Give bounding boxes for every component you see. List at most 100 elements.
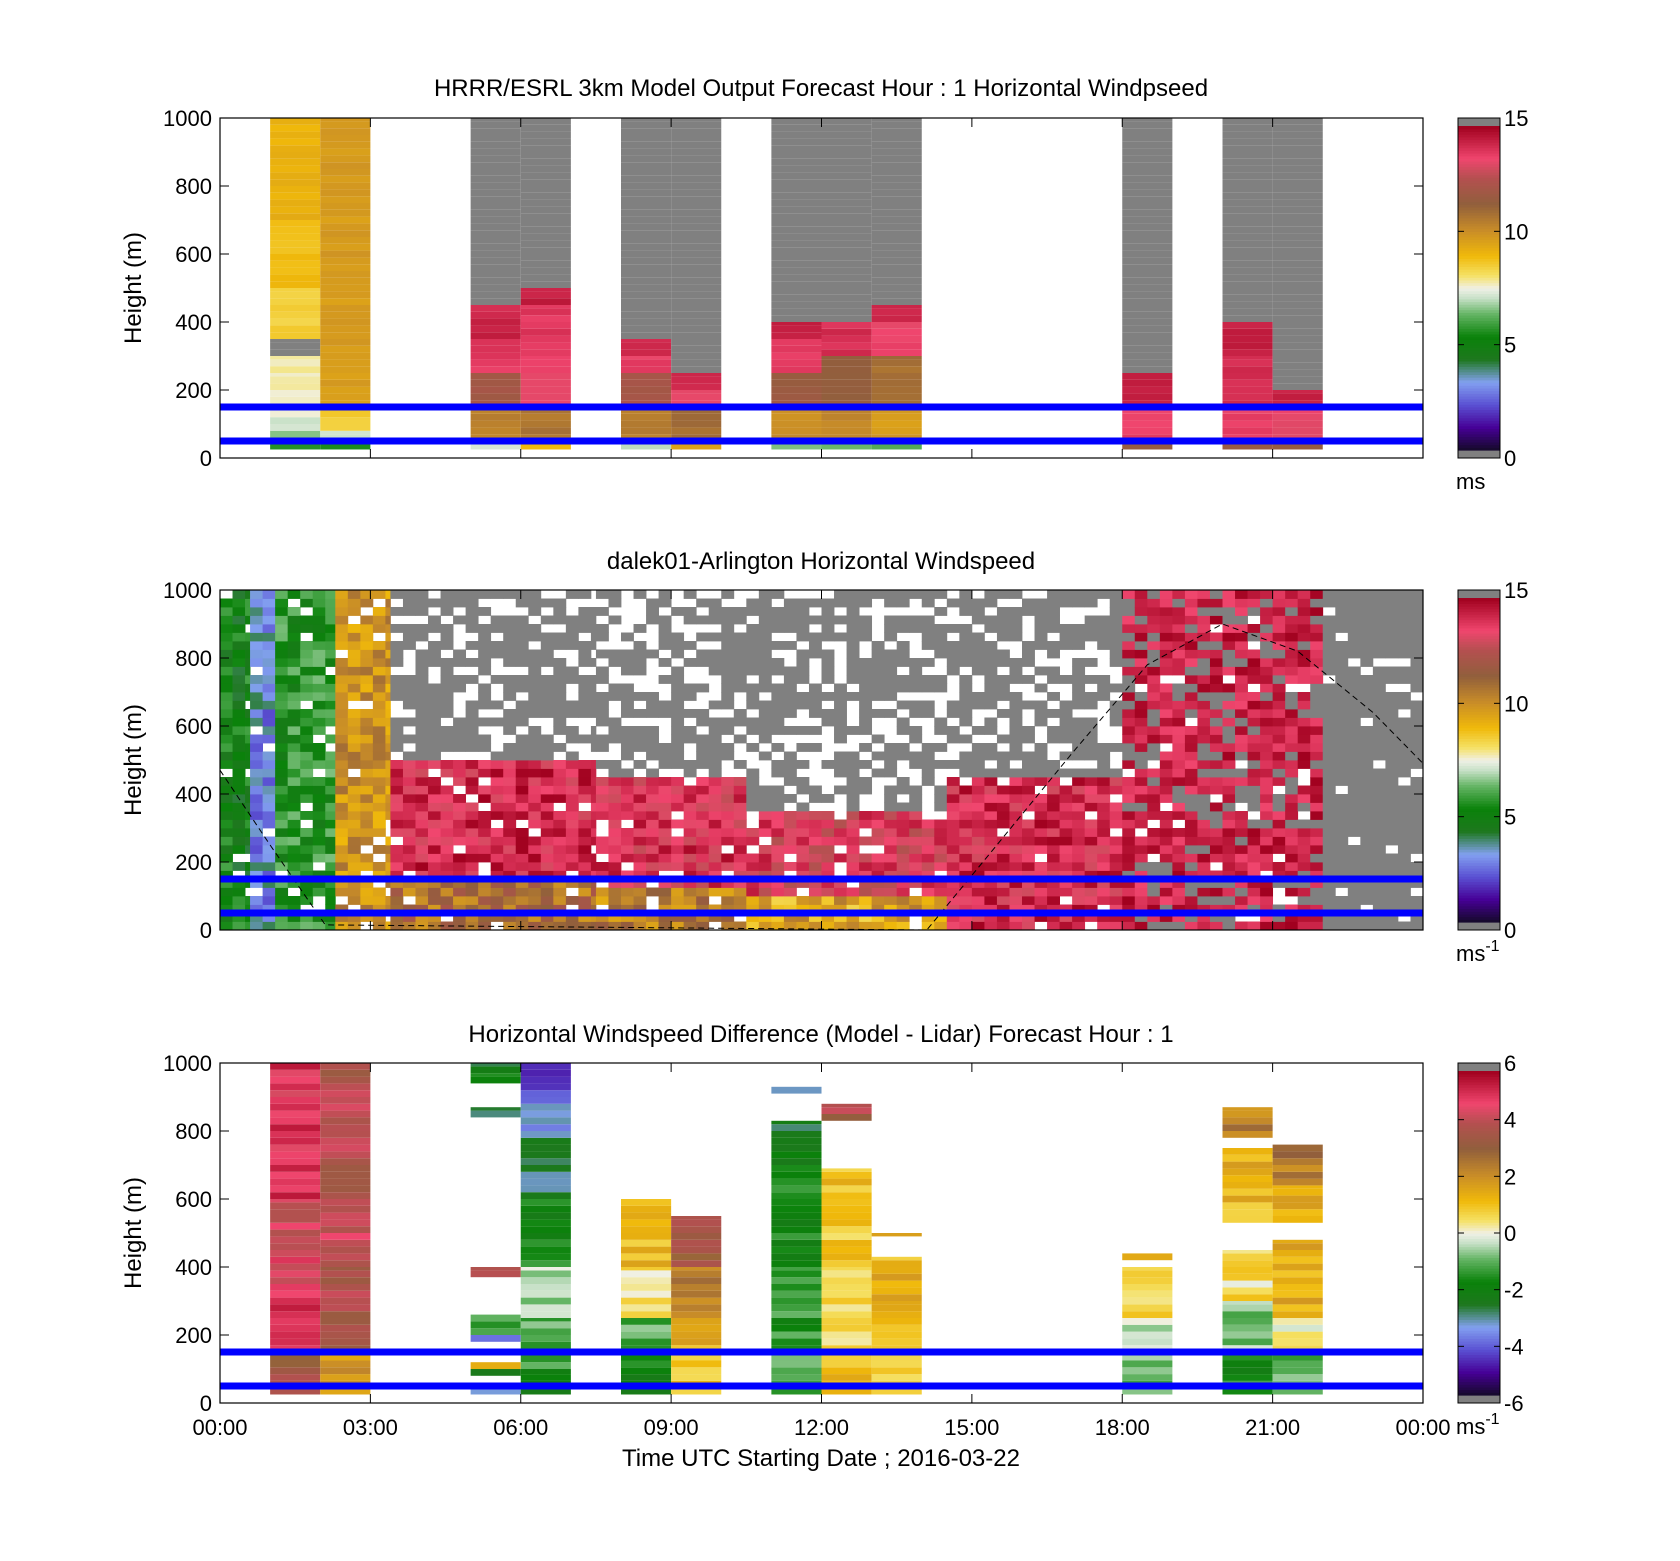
heatmap-cell (478, 590, 492, 599)
heatmap-cell (771, 294, 822, 302)
heatmap-cell (270, 318, 321, 326)
heatmap-cell (1034, 904, 1048, 914)
colorbar-swatch (1458, 900, 1500, 904)
heatmap-cell (590, 683, 597, 693)
heatmap-cell (633, 896, 647, 905)
heatmap-cell (783, 904, 797, 914)
heatmap-cell (385, 726, 391, 735)
heatmap-cell (1297, 666, 1311, 676)
heatmap-cell (372, 717, 386, 727)
heatmap-cell (470, 427, 521, 435)
heatmap-cell (708, 819, 722, 829)
heatmap-cell (1260, 615, 1274, 625)
colorbar-swatch (1458, 166, 1500, 170)
heatmap-cell (959, 649, 973, 659)
heatmap-cell (721, 836, 735, 846)
heatmap-cell (590, 777, 597, 786)
heatmap-cell (372, 607, 386, 616)
heatmap-cell (1134, 692, 1148, 701)
heatmap-cell (1347, 607, 1361, 616)
heatmap-cell (440, 641, 454, 650)
heatmap-cell (1222, 356, 1273, 360)
heatmap-cell (1222, 413, 1273, 421)
heatmap-cell (1235, 632, 1248, 642)
heatmap-cell (671, 189, 722, 197)
heatmap-cell (896, 717, 910, 727)
heatmap-cell (871, 768, 885, 778)
heatmap-cell (934, 624, 948, 633)
heatmap-cell (390, 624, 404, 633)
heatmap-cell (515, 598, 529, 608)
colorbar-swatch (1458, 1122, 1500, 1126)
heatmap-cell (1272, 1353, 1323, 1361)
heatmap-cell (921, 598, 935, 608)
heatmap-cell (1222, 165, 1273, 173)
heatmap-cell (621, 413, 672, 421)
heatmap-cell (1360, 692, 1374, 701)
heatmap-cell (312, 615, 326, 625)
colorbar-swatch (1458, 1349, 1500, 1353)
heatmap-cell (1372, 700, 1386, 710)
heatmap-cell (347, 598, 361, 608)
colorbar-swatch (1458, 158, 1500, 162)
heatmap-cell (347, 845, 361, 854)
heatmap-cell (671, 291, 722, 299)
heatmap-cell (270, 298, 321, 305)
heatmap-cell (320, 284, 371, 292)
colorbar-swatch (1458, 765, 1500, 769)
heatmap-cell (909, 879, 923, 888)
heatmap-cell (1047, 802, 1060, 812)
heatmap-cell (245, 649, 251, 659)
heatmap-cell (347, 734, 361, 744)
heatmap-cell (1297, 615, 1311, 625)
heatmap-cell (1297, 828, 1311, 837)
heatmap-cell (621, 700, 634, 710)
colorbar-swatch (1458, 727, 1500, 731)
heatmap-cell (946, 700, 960, 710)
heatmap-cell (320, 148, 371, 156)
heatmap-cell (633, 870, 647, 880)
heatmap-cell (325, 709, 336, 718)
heatmap-cell (515, 904, 529, 914)
heatmap-cell (245, 794, 251, 803)
heatmap-cell (262, 641, 276, 650)
heatmap-cell (1197, 811, 1211, 820)
heatmap-cell (275, 658, 289, 667)
heatmap-cell (595, 666, 609, 676)
heatmap-cell (946, 649, 960, 659)
colorbar-swatch (1458, 1160, 1500, 1164)
heatmap-cell (520, 386, 571, 394)
heatmap-cell (1122, 277, 1173, 285)
colorbar-swatch (1458, 412, 1500, 416)
heatmap-cell (671, 196, 722, 203)
heatmap-cell (590, 632, 597, 642)
heatmap-cell (1059, 632, 1073, 642)
heatmap-cell (1297, 862, 1311, 871)
heatmap-cell (1172, 853, 1186, 863)
heatmap-cell (250, 811, 263, 820)
heatmap-cell (658, 853, 672, 863)
heatmap-cell (846, 726, 860, 735)
heatmap-cell (385, 717, 391, 727)
heatmap-cell (671, 785, 685, 795)
heatmap-cell (325, 870, 336, 880)
heatmap-cell (250, 768, 263, 778)
colorbar-swatch (1458, 606, 1500, 610)
heatmap-cell (1310, 743, 1324, 752)
heatmap-cell (520, 1103, 571, 1111)
heatmap-cell (846, 632, 860, 642)
heatmap-cell (671, 203, 722, 210)
heatmap-cell (1372, 709, 1386, 718)
heatmap-cell (590, 785, 597, 795)
colorbar-swatch (1458, 1119, 1500, 1123)
heatmap-cell (909, 862, 923, 871)
heatmap-cell (287, 785, 301, 795)
colorbar-swatch (1458, 223, 1500, 227)
heatmap-cell (465, 675, 479, 684)
heatmap-cell (440, 853, 454, 863)
colorbar-swatch (1458, 1130, 1500, 1134)
heatmap-cell (633, 777, 647, 786)
heatmap-cell (871, 342, 922, 350)
heatmap-cell (490, 879, 504, 888)
heatmap-cell (633, 862, 647, 871)
